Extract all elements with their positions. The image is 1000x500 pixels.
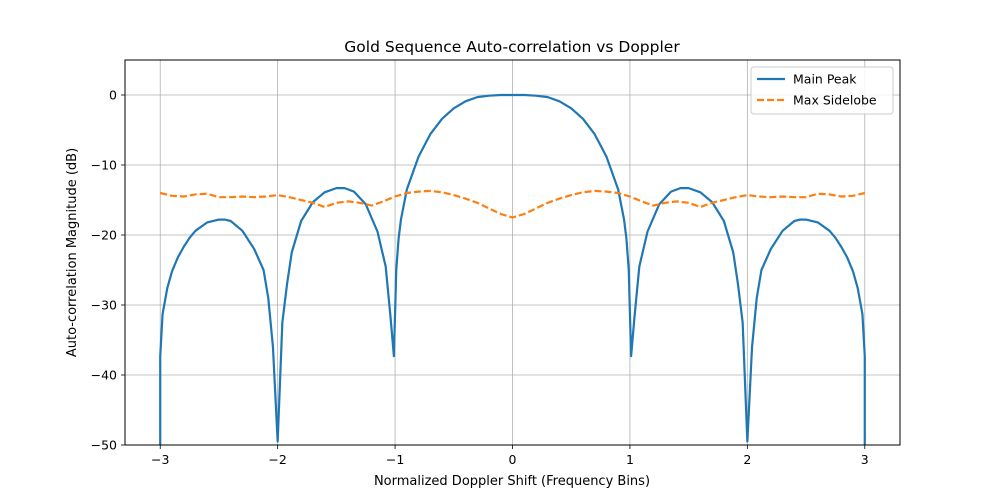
y-tick-label: −30 (91, 298, 117, 313)
legend-label-max-sidelobe: Max Sidelobe (793, 93, 877, 108)
y-tick-label: −20 (91, 228, 117, 243)
chart-title: Gold Sequence Auto-correlation vs Dopple… (344, 38, 680, 56)
y-axis-label: Auto-correlation Magnitude (dB) (65, 148, 80, 357)
y-tick-label: −50 (91, 438, 117, 453)
y-tick-label: −40 (91, 368, 117, 383)
x-tick-label: −1 (386, 452, 404, 467)
x-tick-label: 2 (743, 452, 751, 467)
x-tick-label: 0 (509, 452, 517, 467)
series-layer (159, 93, 866, 445)
series-line-main-peak (159, 93, 866, 445)
x-tick-label: 1 (626, 452, 634, 467)
x-tick-label: −3 (151, 452, 169, 467)
legend-box (750, 66, 894, 115)
legend-label-main-peak: Main Peak (793, 72, 857, 87)
x-tick-label: −2 (268, 452, 286, 467)
grid (125, 60, 900, 446)
axis-ticks: −3 −2 −1 0 1 2 30−10−20−30−40−50 (91, 88, 869, 468)
x-tick-label: 3 (861, 452, 869, 467)
series-line-max-sidelobe (159, 189, 866, 219)
legend: Main Peak Max Sidelobe (750, 66, 894, 115)
y-tick-label: 0 (109, 88, 117, 103)
x-axis-label: Normalized Doppler Shift (Frequency Bins… (374, 474, 650, 489)
y-tick-label: −10 (91, 158, 117, 173)
